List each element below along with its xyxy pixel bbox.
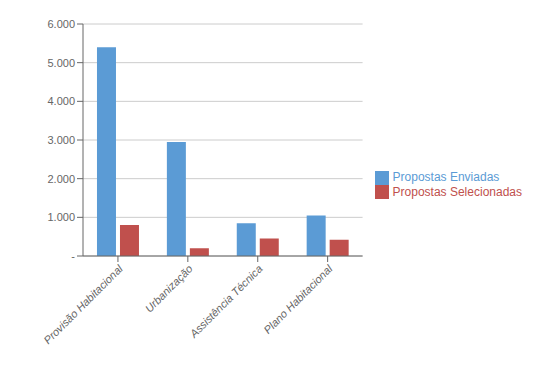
svg-text:-: - (71, 250, 75, 262)
svg-text:Urbanização: Urbanização (143, 262, 195, 314)
svg-text:Provisão Habitacional: Provisão Habitacional (41, 262, 125, 346)
svg-text:Assistência Técnica: Assistência Técnica (187, 262, 265, 340)
html-text:Propostas Enviadas: Propostas Enviadas (392, 169, 500, 184)
svg-text:6.000: 6.000 (47, 18, 75, 30)
svg-text:Plano Habitacional: Plano Habitacional (261, 262, 335, 336)
svg-text:5.000: 5.000 (47, 57, 75, 69)
html-text:Propostas Selecionadas: Propostas Selecionadas (392, 184, 522, 199)
svg-text:3.000: 3.000 (47, 134, 75, 146)
svg-text:4.000: 4.000 (47, 95, 75, 107)
svg-text:1.000: 1.000 (47, 211, 75, 223)
svg-text:2.000: 2.000 (47, 173, 75, 185)
